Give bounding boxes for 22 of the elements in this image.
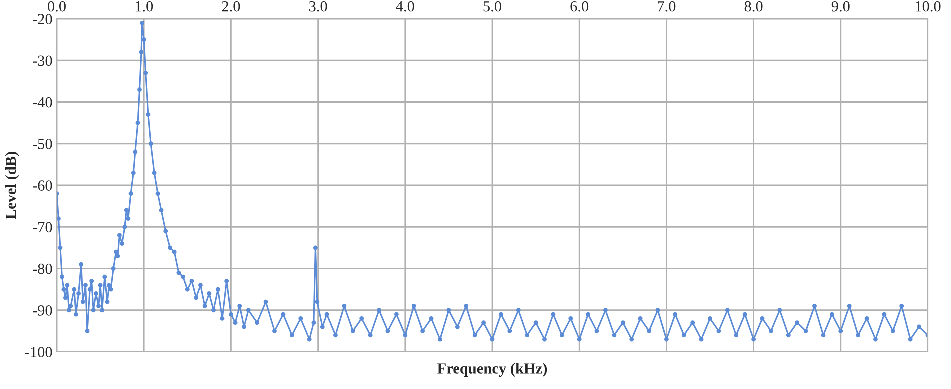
x-tick-label: 10.0 — [916, 1, 941, 12]
x-tick-label: 9.0 — [832, 1, 850, 12]
x-tick-label: 5.0 — [484, 1, 502, 12]
y-tick-label: -100 — [25, 347, 52, 358]
x-tick-label: 1.0 — [136, 1, 154, 12]
y-tick-label: -60 — [33, 180, 52, 191]
x-tick-label: 0.0 — [48, 1, 66, 12]
x-axis-title: Frequency (kHz) — [438, 363, 548, 378]
x-tick-label: 3.0 — [309, 1, 328, 12]
x-tick-label: 7.0 — [658, 1, 676, 12]
y-tick-label: -30 — [33, 56, 52, 66]
x-tick-label: 4.0 — [396, 1, 414, 12]
y-tick-label: -90 — [33, 306, 52, 316]
x-tick-label: 2.0 — [222, 1, 240, 12]
y-tick-label: -80 — [33, 264, 52, 274]
x-tick-label: 8.0 — [744, 1, 763, 12]
x-tick-label: 6.0 — [570, 1, 589, 12]
y-tick-label: -70 — [33, 222, 52, 233]
y-tick-label: -20 — [33, 14, 52, 24]
y-tick-label: -40 — [33, 97, 52, 108]
y-axis-title: Level (dB) — [5, 152, 20, 220]
y-tick-label: -50 — [33, 139, 52, 150]
